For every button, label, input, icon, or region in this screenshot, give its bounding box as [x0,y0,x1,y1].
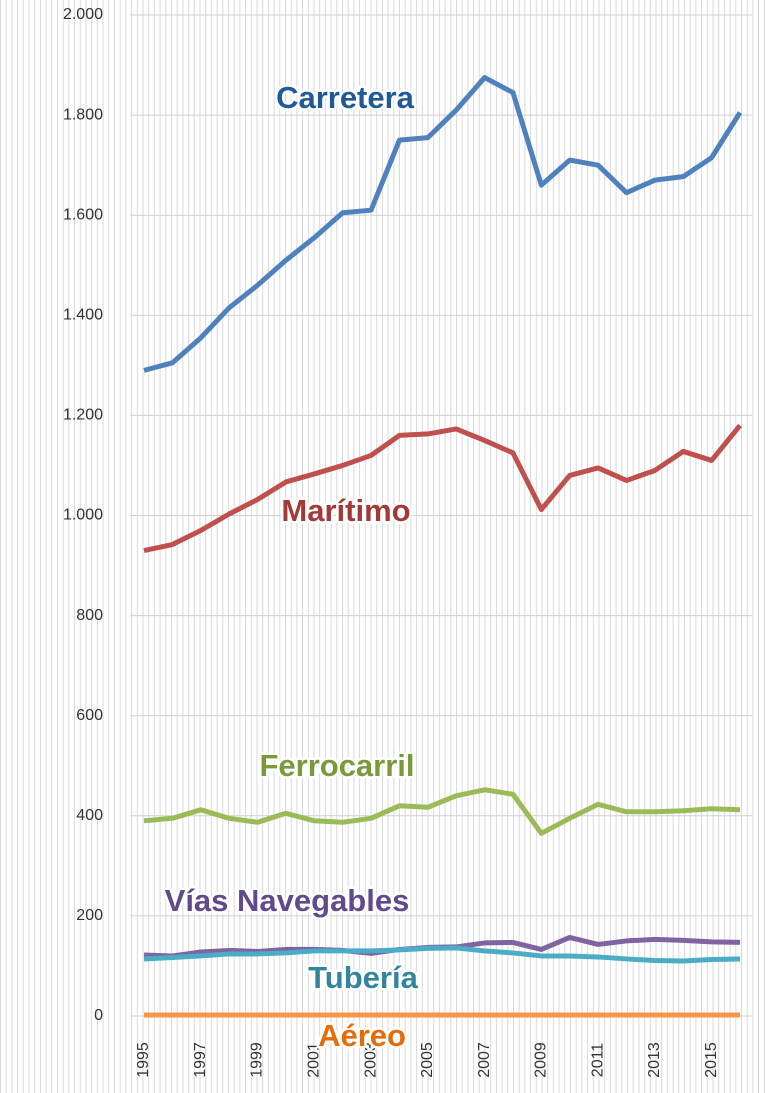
x-tick-label: 2001 [306,1042,323,1078]
series-line [143,75,743,373]
y-tick-label: 2.000 [63,6,103,23]
series-label: Aéreo [318,1018,406,1053]
y-tick-label: 1.600 [63,206,103,223]
series-label: Carretera [276,80,415,115]
x-tick-label: 2011 [589,1043,606,1078]
x-tick-label: 2015 [703,1042,720,1078]
x-tick-label: 1995 [135,1042,152,1078]
x-tick-label: 1999 [249,1042,266,1078]
y-tick-label: 800 [76,607,103,624]
x-tick-label: 2007 [476,1042,493,1078]
y-tick-label: 1.200 [63,407,103,424]
x-tick-label: 2005 [419,1042,436,1078]
y-tick-label: 600 [76,707,103,724]
y-tick-label: 1.400 [63,307,103,324]
y-tick-label: 0 [94,1007,103,1024]
series-label: Ferrocarril [259,748,414,783]
x-tick-label: 1997 [192,1042,209,1078]
x-tick-label: 2003 [362,1042,379,1078]
series-label: Marítimo [281,493,410,528]
x-tick-label: 2013 [646,1042,663,1078]
series-line [143,423,742,553]
y-tick-label: 1.000 [63,507,103,524]
y-tick-label: 200 [76,907,103,924]
x-tick-label: 2009 [533,1042,550,1078]
series-label: Tubería [308,960,418,995]
series-line [143,787,741,836]
series-line [143,945,741,964]
y-tick-label: 400 [76,807,103,824]
series-label: Vías Navegables [165,883,410,918]
y-tick-label: 1.800 [63,106,103,123]
